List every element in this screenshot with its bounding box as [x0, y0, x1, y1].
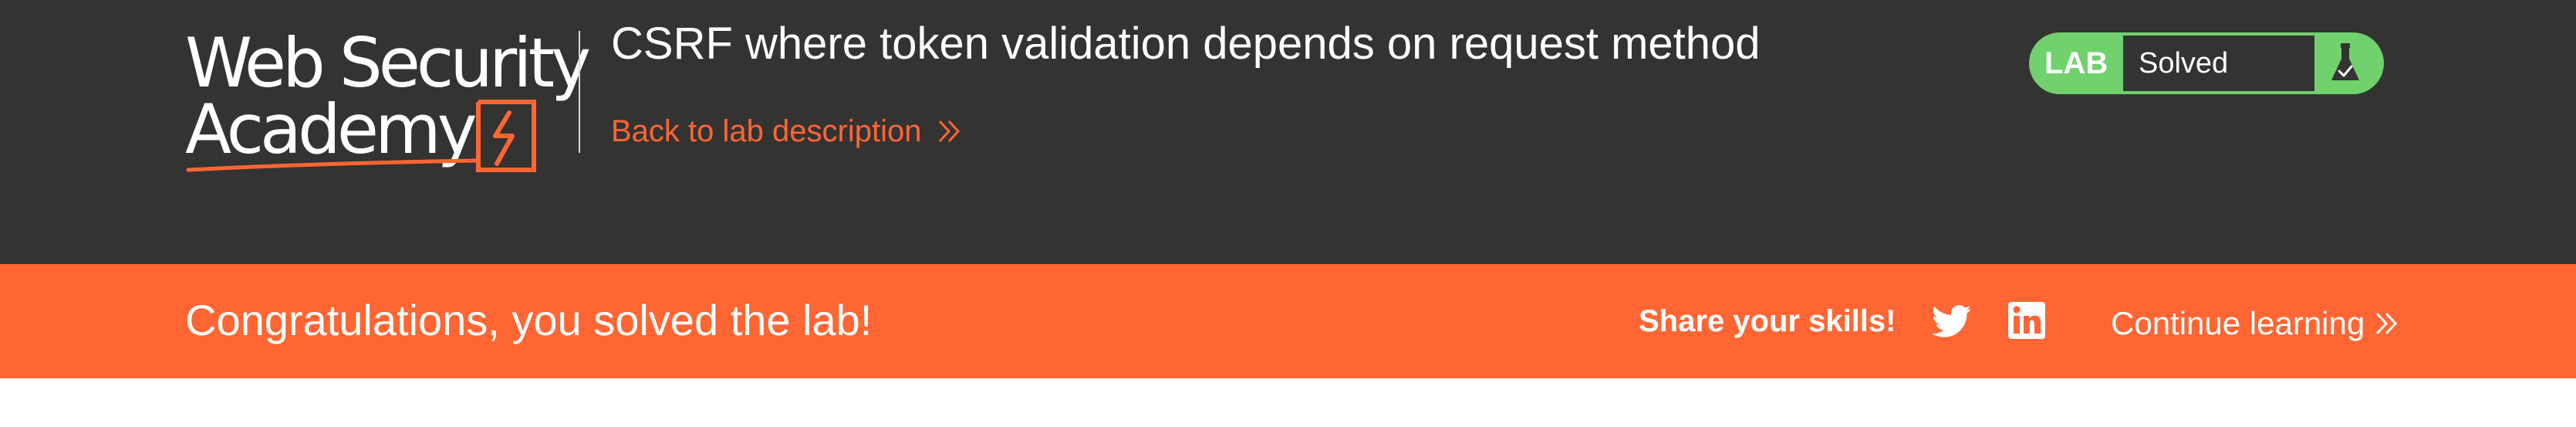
- twitter-share-button[interactable]: [1931, 301, 1972, 341]
- back-link-label: Back to lab description: [611, 114, 922, 148]
- lab-status-badge: LAB Solved: [2029, 32, 2384, 94]
- web-security-academy-logo[interactable]: Web Security Academy: [185, 26, 591, 172]
- linkedin-share-button[interactable]: [2007, 301, 2046, 340]
- header-divider: [579, 31, 580, 153]
- logo-text-line2: Academy: [185, 90, 478, 169]
- twitter-icon: [1931, 305, 1972, 337]
- solved-banner: Congratulations, you solved the lab! Sha…: [0, 264, 2576, 378]
- lab-status-label: LAB: [2044, 46, 2108, 80]
- lab-status-box: Solved: [2123, 36, 2314, 91]
- logo-underline-icon: [186, 158, 478, 172]
- congratulations-message: Congratulations, you solved the lab!: [185, 296, 873, 344]
- continue-learning-label: Continue learning: [2111, 305, 2365, 341]
- double-chevron-right-icon: [939, 120, 961, 143]
- continue-learning-link[interactable]: Continue learning: [2111, 304, 2400, 343]
- logo-text-line1: Web Security: [185, 23, 591, 103]
- back-to-lab-description-link[interactable]: Back to lab description: [611, 113, 963, 150]
- double-chevron-right-icon: [2376, 312, 2398, 335]
- lab-title: CSRF where token validation depends on r…: [611, 19, 1761, 69]
- share-your-skills-label: Share your skills!: [1639, 304, 1896, 338]
- flask-check-icon: [2331, 43, 2359, 80]
- lab-status-text: Solved: [2139, 47, 2229, 80]
- linkedin-icon: [2008, 302, 2045, 339]
- page-header: Web Security Academy CSRF where token va…: [0, 0, 2576, 264]
- lightning-box-icon: [476, 100, 536, 172]
